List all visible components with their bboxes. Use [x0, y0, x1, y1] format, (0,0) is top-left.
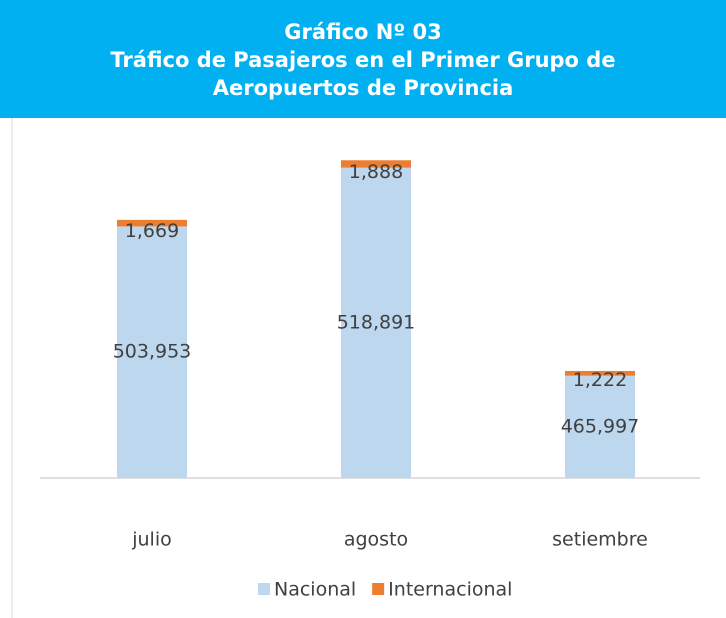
- bar-segment: [565, 370, 635, 376]
- value-label: 1,222: [573, 369, 627, 391]
- x-tick-label: agosto: [344, 529, 408, 551]
- legend-label: Nacional: [274, 579, 356, 601]
- value-label: 503,953: [113, 341, 192, 363]
- legend-swatch: [372, 583, 385, 595]
- x-tick-label: julio: [131, 529, 172, 551]
- chart-subtitle: Tráfico de Pasajeros en el Primer Grupo …: [110, 48, 616, 100]
- value-label: 465,997: [561, 415, 640, 437]
- x-tick-label: setiembre: [552, 529, 648, 551]
- chart-title: Gráfico Nº 03: [284, 20, 442, 44]
- header: Gráfico Nº 03 Tráfico de Pasajeros en el…: [0, 0, 726, 118]
- bar-segment: [117, 219, 187, 227]
- bar-segment: [341, 167, 411, 478]
- value-label: 518,891: [337, 311, 416, 333]
- bar-segment: [565, 375, 635, 478]
- legend-swatch: [258, 583, 270, 595]
- value-label: 1,888: [349, 161, 403, 183]
- bar-segment: [341, 160, 411, 168]
- bar-segment: [117, 226, 187, 478]
- value-label: 1,669: [125, 220, 179, 242]
- legend-label: Internacional: [388, 579, 512, 601]
